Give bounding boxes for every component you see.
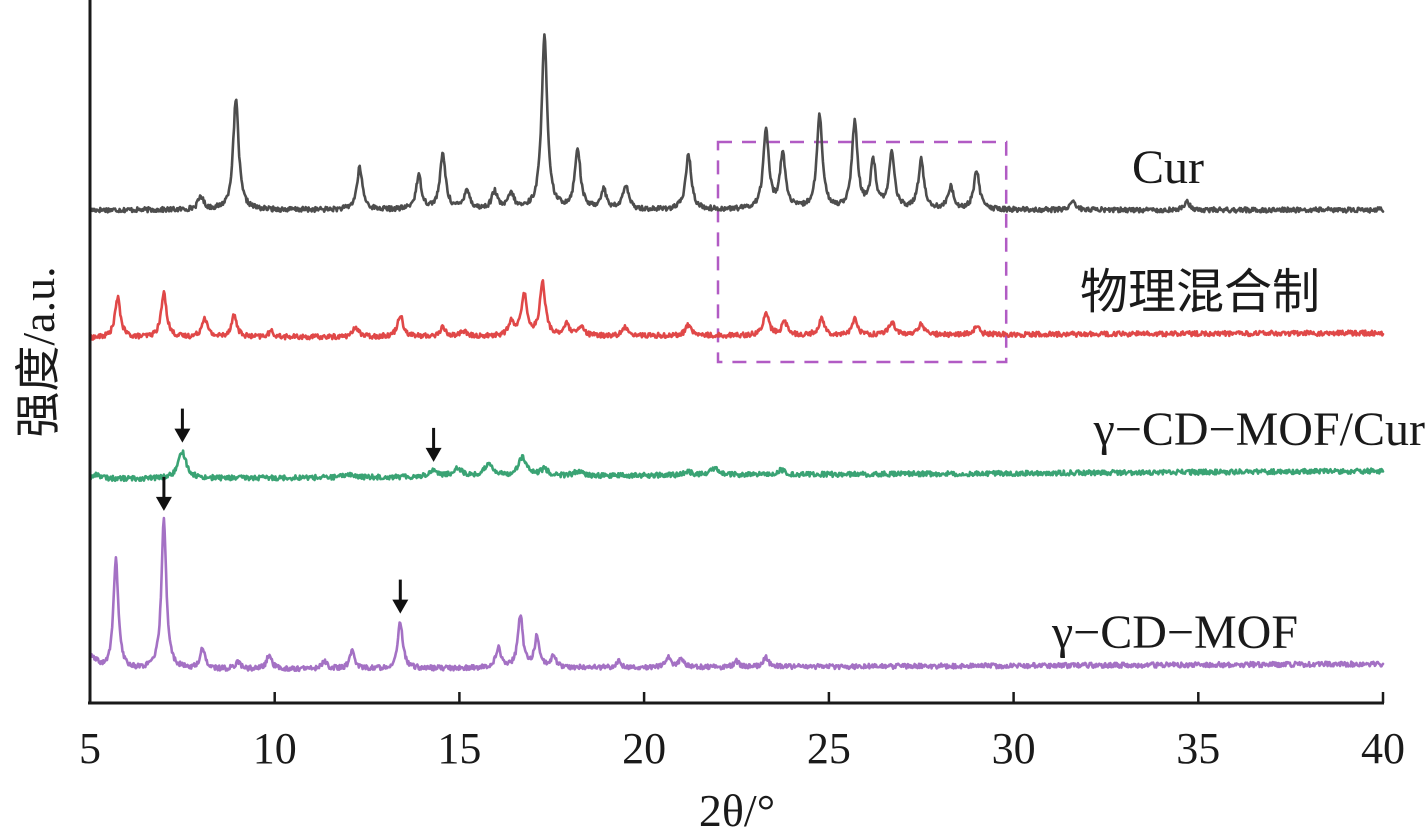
series-line-1 [88, 33, 1385, 214]
series-label-4: γ−CD−MOF [1051, 606, 1298, 659]
plot-area [88, 33, 1385, 673]
series-label-2: 物理混合制 [1080, 266, 1320, 319]
x-tick-label-2: 10 [253, 724, 297, 773]
x-tick-label-4: 20 [622, 724, 666, 773]
x-tick-label-7: 35 [1176, 724, 1220, 773]
highlight-box [716, 140, 1008, 364]
x-tick-label-3: 15 [437, 724, 481, 773]
peak-arrow-4 [392, 579, 409, 614]
series-label-1: Cur [1132, 141, 1204, 194]
peak-arrow-3 [155, 476, 172, 511]
peak-arrow-2 [425, 427, 442, 462]
x-ticks: 5 10 15 20 25 30 35 40 [79, 692, 1405, 773]
series-labels: Cur 物理混合制 γ−CD−MOF/Cur γ−CD−MOF [1051, 141, 1425, 659]
x-tick-label-8: 40 [1361, 724, 1405, 773]
series-line-3 [88, 449, 1385, 483]
series-label-3: γ−CD−MOF/Cur [1093, 403, 1425, 456]
series-line-2 [88, 279, 1385, 341]
y-axis-title: 强度/a.u. [13, 266, 64, 437]
x-tick-label-6: 30 [992, 724, 1036, 773]
axes [88, 0, 1384, 705]
peak-arrow-1 [174, 408, 191, 443]
series-line-4 [88, 516, 1385, 673]
x-tick-label-1: 5 [79, 724, 101, 773]
x-tick-label-5: 25 [807, 724, 851, 773]
x-axis-title: 2θ/° [699, 785, 775, 833]
